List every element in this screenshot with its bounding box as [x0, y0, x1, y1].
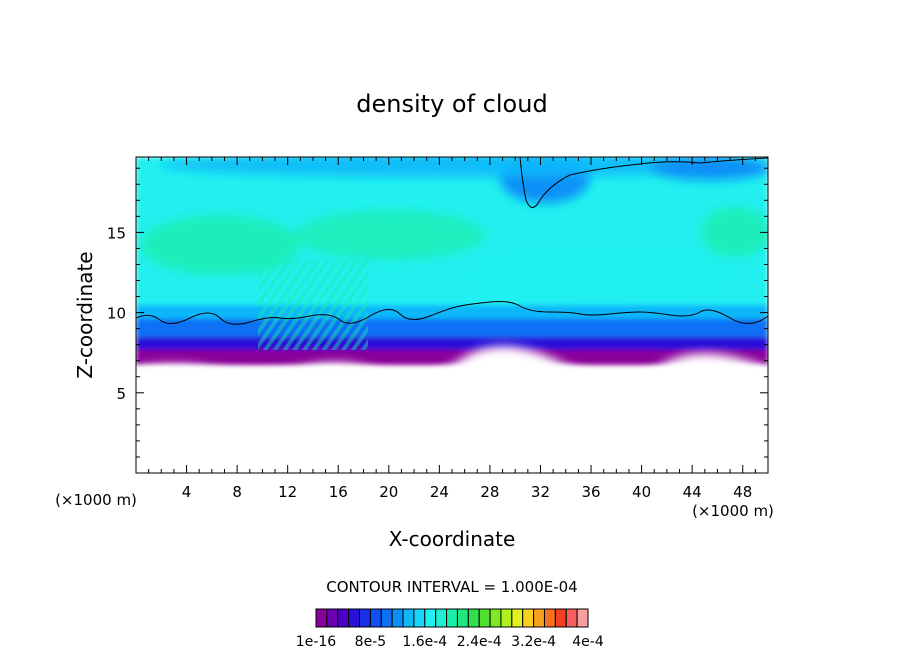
colorbar-swatch — [533, 608, 545, 628]
colorbar-tick-label: 4e-4 — [572, 634, 604, 650]
y-tick-label: 5 — [116, 385, 126, 403]
x-tick-label: 16 — [329, 483, 348, 501]
x-tick-label: 40 — [632, 483, 651, 501]
x-tick-label: 20 — [379, 483, 398, 501]
colorbar-swatch — [348, 608, 361, 628]
contour-line-low — [136, 301, 768, 325]
colorbar-swatch — [478, 608, 491, 628]
colorbar-swatch — [565, 608, 578, 628]
y-axis-label: Z-coordinate — [73, 251, 97, 378]
colorbar-labels: 1e-16 8e-5 1.6e-4 2.4e-4 3.2e-4 4e-4 — [296, 634, 604, 650]
colorbar-swatch — [391, 608, 404, 628]
y-tick-label: 15 — [107, 224, 126, 242]
colorbar-swatch — [315, 608, 328, 628]
x-tick-label: 8 — [232, 483, 242, 501]
colorbar-swatch — [380, 608, 393, 628]
colorbar-swatch — [576, 608, 589, 628]
colorbar-swatch — [511, 608, 524, 628]
x-unit-left: (×1000 m) — [55, 491, 137, 509]
colorbar-tick-label: 8e-5 — [355, 634, 386, 650]
x-axis-label: X-coordinate — [389, 527, 516, 551]
colorbar-swatch — [467, 608, 480, 628]
x-tick-label: 28 — [480, 483, 499, 501]
colorbar-swatch — [369, 608, 382, 628]
colorbar-tick-label: 1e-16 — [296, 634, 336, 650]
chart-title: density of cloud — [356, 90, 547, 118]
x-tick-label: 48 — [733, 483, 752, 501]
colorbar-swatch — [446, 608, 458, 628]
colorbar-swatch — [413, 608, 426, 628]
colorbar-swatch — [402, 608, 415, 628]
colorbar-swatch — [522, 608, 535, 628]
colorbar-swatch — [456, 608, 469, 628]
x-tick-label: 32 — [531, 483, 550, 501]
green-region-right — [700, 207, 768, 257]
cloud-base-wavy — [136, 346, 768, 420]
cloud-field — [136, 157, 768, 420]
colorbar-swatch — [554, 608, 567, 628]
colorbar-swatch — [500, 608, 513, 628]
colorbar-tick-label: 3.2e-4 — [511, 634, 556, 650]
blue-top-right — [650, 157, 768, 180]
x-unit-right: (×1000 m) — [692, 502, 774, 520]
colorbar-swatch — [543, 608, 556, 628]
blue-top-band — [160, 157, 760, 177]
contour-interval-label: CONTOUR INTERVAL = 1.000E-04 — [326, 578, 577, 596]
colorbar-swatch — [337, 608, 350, 628]
cyan-mid-band — [480, 255, 720, 295]
colorbar-swatch — [424, 608, 437, 628]
colorbar — [315, 608, 589, 628]
colorbar-swatch — [326, 608, 339, 628]
x-axis: 4 8 12 16 20 24 28 32 36 40 44 48 — [148, 157, 756, 501]
x-tick-label: 36 — [581, 483, 600, 501]
y-axis: 5 10 15 — [107, 167, 768, 458]
contour-line-top — [519, 157, 768, 208]
colorbar-swatch — [359, 608, 371, 628]
colorbar-tick-label: 1.6e-4 — [402, 634, 447, 650]
x-tick-label: 44 — [683, 483, 702, 501]
wave-ripple-region — [258, 260, 368, 350]
colorbar-tick-label: 2.4e-4 — [457, 634, 502, 650]
x-tick-label: 12 — [278, 483, 297, 501]
colorbar-swatch — [489, 608, 502, 628]
x-tick-label: 24 — [430, 483, 449, 501]
x-tick-label: 4 — [182, 483, 192, 501]
green-region-mid — [295, 210, 485, 260]
colorbar-swatch — [435, 608, 448, 628]
y-tick-label: 10 — [107, 305, 126, 323]
